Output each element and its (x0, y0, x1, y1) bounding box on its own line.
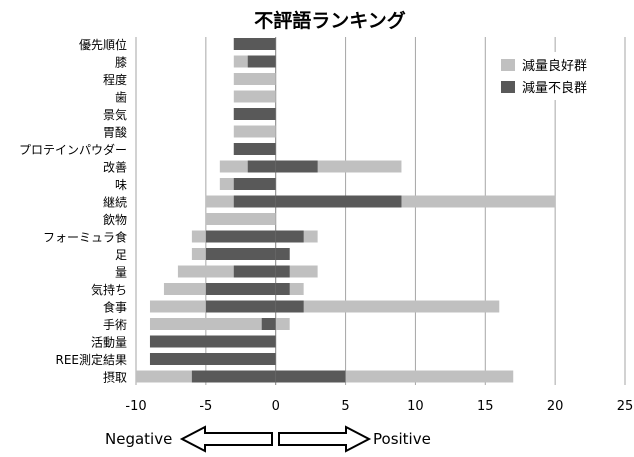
chart-title: 不評語ランキング (254, 9, 405, 32)
legend-label-good: 減量良好群 (522, 58, 587, 74)
bar-poor-negative (233, 178, 276, 190)
bar-poor-positive (275, 248, 290, 260)
bar-poor-negative (233, 108, 276, 120)
category-label: 味 (115, 178, 127, 192)
category-label: 活動量 (91, 336, 127, 350)
bar-poor-positive (275, 230, 304, 243)
category-label: 量 (115, 266, 127, 280)
positive-arrow-icon (278, 425, 372, 453)
bar-poor-negative (261, 318, 276, 330)
category-label: 改善 (103, 160, 127, 175)
category-label: 膝 (115, 56, 127, 70)
category-label: 胃酸 (103, 125, 127, 140)
negative-arrow-icon (179, 425, 273, 453)
bar-poor-negative (233, 195, 276, 208)
bar-poor-negative (205, 283, 276, 295)
bar-good-negative (205, 213, 276, 225)
category-label: 程度 (103, 72, 127, 87)
category-label: 足 (115, 248, 127, 262)
direction-arrows: Negative Positive (105, 425, 431, 453)
category-label: 飲物 (103, 212, 127, 227)
legend: 減量良好群 減量不良群 (493, 52, 617, 100)
bar-poor-negative (205, 230, 276, 243)
category-label: 継続 (103, 195, 127, 210)
category-label: プロテインパウダー (19, 142, 127, 157)
bar-good-positive (275, 318, 290, 330)
category-label: 食事 (103, 300, 127, 315)
positive-label: Positive (373, 430, 431, 448)
bar-poor-positive (275, 300, 304, 313)
category-label: REE測定結果 (55, 352, 127, 367)
bar-poor-positive (275, 283, 290, 295)
bar-poor-negative (191, 370, 276, 383)
legend-label-poor: 減量不良群 (522, 80, 587, 96)
category-label: 手術 (103, 318, 127, 332)
bar-poor-positive (275, 195, 402, 208)
bar-poor-negative (149, 335, 276, 348)
bar-poor-negative (205, 300, 276, 313)
x-tick-label: 5 (341, 399, 349, 414)
bar-poor-negative (149, 353, 276, 365)
bar-poor-negative (233, 265, 276, 278)
category-labels: 優先順位膝程度歯景気胃酸プロテインパウダー改善味継続飲物フォーミュラ食足量気持ち… (19, 37, 127, 385)
bar-good-positive (275, 300, 500, 313)
category-label: 景気 (103, 107, 127, 122)
category-label: 優先順位 (79, 37, 127, 52)
x-tick-labels: -10 -5 0 5 10 15 20 25 (125, 399, 633, 414)
x-tick-label: -10 (125, 399, 146, 414)
x-tick-label: -5 (199, 399, 212, 414)
bar-good-negative (233, 90, 276, 103)
legend-swatch-poor (501, 81, 515, 93)
bar-poor-positive (275, 370, 346, 383)
bar-poor-positive (275, 265, 290, 278)
x-tick-label: 25 (617, 399, 634, 414)
bar-poor-positive (275, 160, 318, 173)
bar-poor-negative (247, 160, 276, 173)
x-tick-label: 0 (272, 399, 280, 414)
x-tick-label: 10 (407, 399, 424, 414)
category-label: 歯 (115, 91, 127, 105)
x-tick-label: 20 (547, 399, 564, 414)
bar-good-negative (233, 125, 276, 138)
category-label: 気持ち (91, 282, 127, 297)
bar-good-negative (149, 318, 276, 330)
bar-poor-negative (233, 38, 276, 50)
category-label: 摂取 (103, 370, 127, 385)
bars (136, 38, 556, 383)
legend-swatch-good (501, 59, 515, 71)
bar-poor-negative (247, 55, 276, 68)
bar-poor-negative (205, 248, 276, 260)
bar-poor-negative (233, 143, 276, 155)
category-label: フォーミュラ食 (43, 230, 127, 245)
negative-label: Negative (105, 430, 172, 448)
x-tick-label: 15 (477, 399, 494, 414)
bar-good-negative (233, 73, 276, 85)
